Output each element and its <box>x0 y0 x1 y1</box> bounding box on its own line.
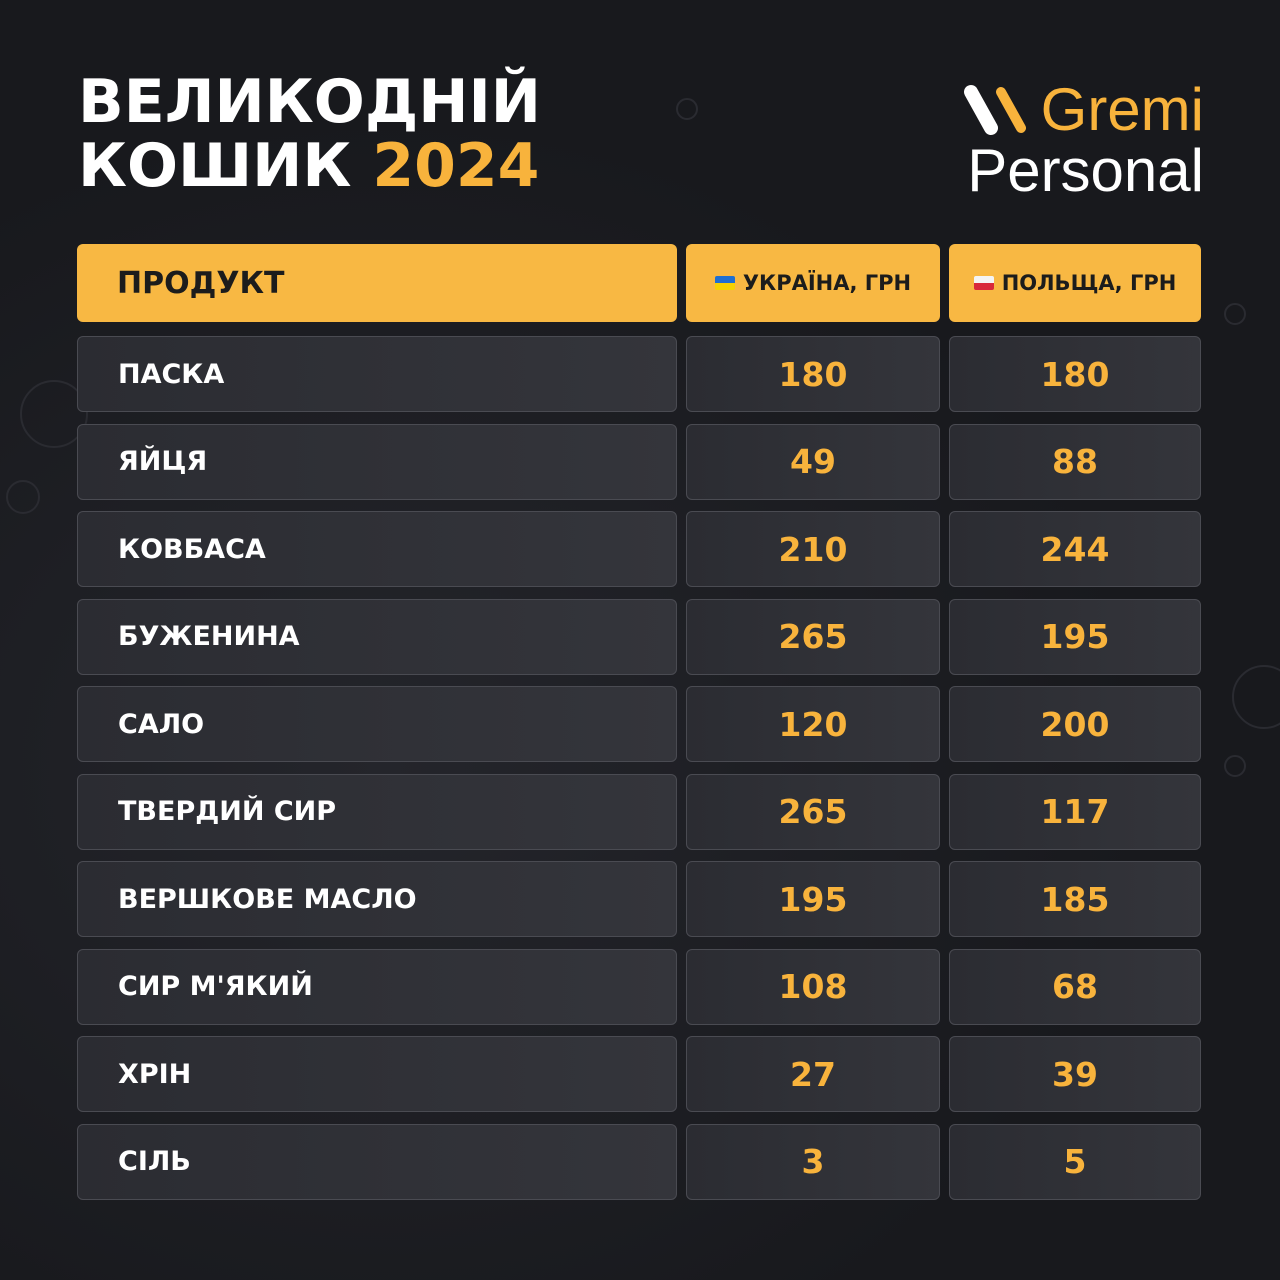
product-cell: САЛО <box>77 686 677 762</box>
ukraine-price-cell: 3 <box>686 1123 940 1200</box>
logo-mark-icon <box>963 85 1026 135</box>
product-cell: ВЕРШКОВЕ МАСЛО <box>77 861 677 937</box>
ukraine-price-cell: 49 <box>686 423 940 500</box>
title-year: 2024 <box>372 131 540 201</box>
poland-price-cell: 200 <box>949 686 1201 762</box>
decor-circle <box>6 480 40 514</box>
decor-circle <box>1224 303 1246 325</box>
ukraine-price-cell: 180 <box>686 336 940 412</box>
ukraine-price-cell: 265 <box>686 598 940 675</box>
title-line2: КОШИК <box>78 131 352 201</box>
poland-price-cell: 68 <box>949 948 1201 1025</box>
table-row: ЯЙЦЯ 49 88 <box>77 423 1201 500</box>
ukraine-price-cell: 265 <box>686 773 940 850</box>
decor-circle <box>1232 665 1280 729</box>
decor-circle <box>1224 755 1246 777</box>
header-product: ПРОДУКТ <box>77 244 677 322</box>
poland-price-cell: 5 <box>949 1123 1201 1200</box>
product-cell: СІЛЬ <box>77 1123 677 1200</box>
product-cell: ЯЙЦЯ <box>77 423 677 500</box>
header-poland-label: ПОЛЬЩА, ГРН <box>1001 271 1177 295</box>
ukraine-price-cell: 108 <box>686 948 940 1025</box>
logo-brand: Gremi <box>1040 76 1204 143</box>
title-line1: ВЕЛИКОДНІЙ <box>78 67 542 137</box>
table-header: ПРОДУКТ УКРАЇНА, ГРН ПОЛЬЩА, ГРН <box>77 244 1201 322</box>
header-ukraine-label: УКРАЇНА, ГРН <box>742 271 912 295</box>
table-row: САЛО 120 200 <box>77 686 1201 762</box>
ukraine-price-cell: 120 <box>686 686 940 762</box>
table-row: СІЛЬ 3 5 <box>77 1123 1201 1200</box>
product-cell: ПАСКА <box>77 336 677 412</box>
table-row: ВЕРШКОВЕ МАСЛО 195 185 <box>77 861 1201 937</box>
product-cell: ХРІН <box>77 1036 677 1112</box>
logo: Gremi Personal <box>961 80 1204 202</box>
table-row: ТВЕРДИЙ СИР 265 117 <box>77 773 1201 850</box>
product-cell: КОВБАСА <box>77 511 677 587</box>
header-poland: ПОЛЬЩА, ГРН <box>949 244 1201 322</box>
header-ukraine: УКРАЇНА, ГРН <box>686 244 940 322</box>
poland-price-cell: 195 <box>949 598 1201 675</box>
decor-circle <box>20 380 88 448</box>
ukraine-price-cell: 195 <box>686 861 940 937</box>
ukraine-price-cell: 210 <box>686 511 940 587</box>
page-title: ВЕЛИКОДНІЙ КОШИК 2024 <box>78 70 541 198</box>
ukraine-flag-icon <box>714 276 735 290</box>
product-cell: ТВЕРДИЙ СИР <box>77 773 677 850</box>
poland-price-cell: 39 <box>949 1036 1201 1112</box>
poland-price-cell: 244 <box>949 511 1201 587</box>
poland-price-cell: 117 <box>949 773 1201 850</box>
table-row: ПАСКА 180 180 <box>77 336 1201 412</box>
table-row: ХРІН 27 39 <box>77 1036 1201 1112</box>
table-row: КОВБАСА 210 244 <box>77 511 1201 587</box>
product-cell: СИР М'ЯКИЙ <box>77 948 677 1025</box>
poland-flag-icon <box>973 276 994 290</box>
logo-sub: Personal <box>967 137 1204 204</box>
poland-price-cell: 185 <box>949 861 1201 937</box>
decor-circle <box>676 98 698 120</box>
table-row: СИР М'ЯКИЙ 108 68 <box>77 948 1201 1025</box>
poland-price-cell: 88 <box>949 423 1201 500</box>
table-row: БУЖЕНИНА 265 195 <box>77 598 1201 675</box>
product-cell: БУЖЕНИНА <box>77 598 677 675</box>
ukraine-price-cell: 27 <box>686 1036 940 1112</box>
poland-price-cell: 180 <box>949 336 1201 412</box>
